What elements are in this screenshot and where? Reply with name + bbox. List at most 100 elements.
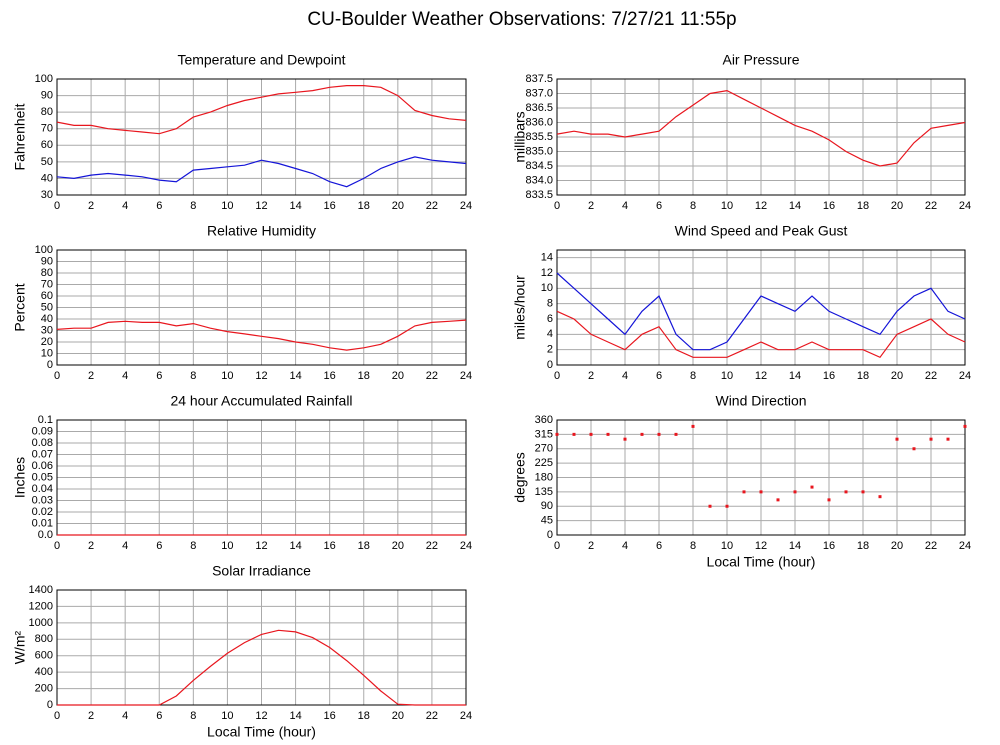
x-tick-label: 22 xyxy=(426,370,438,382)
y-tick-label: 315 xyxy=(535,428,553,440)
y-axis-label: Percent xyxy=(12,283,28,331)
y-tick-label: 834.5 xyxy=(525,160,553,172)
x-tick-label: 18 xyxy=(358,200,370,212)
x-tick-label: 18 xyxy=(857,540,869,552)
y-tick-label: 30 xyxy=(41,189,53,201)
x-tick-label: 16 xyxy=(324,200,336,212)
y-tick-label: 836.5 xyxy=(525,102,553,114)
y-tick-label: 800 xyxy=(35,633,53,645)
data-point xyxy=(827,498,831,502)
y-tick-label: 0.02 xyxy=(32,506,53,518)
y-tick-label: 0.05 xyxy=(32,471,53,483)
x-tick-label: 10 xyxy=(221,200,233,212)
x-tick-label: 14 xyxy=(289,540,301,552)
x-tick-label: 2 xyxy=(88,200,94,212)
x-tick-label: 8 xyxy=(190,710,196,722)
x-tick-label: 2 xyxy=(588,370,594,382)
x-tick-label: 2 xyxy=(588,200,594,212)
y-tick-label: 0 xyxy=(547,359,553,371)
x-tick-label: 24 xyxy=(460,710,472,722)
x-tick-label: 0 xyxy=(54,540,60,552)
data-line xyxy=(57,629,466,706)
y-tick-label: 1200 xyxy=(29,600,53,612)
data-point xyxy=(725,504,729,508)
y-tick-label: 400 xyxy=(35,666,53,678)
data-point xyxy=(623,437,627,441)
data-point xyxy=(929,437,933,441)
x-tick-label: 10 xyxy=(221,540,233,552)
data-point xyxy=(759,490,763,494)
y-tick-label: 45 xyxy=(541,515,553,527)
x-tick-label: 6 xyxy=(156,370,162,382)
x-tick-label: 20 xyxy=(891,540,903,552)
x-tick-label: 12 xyxy=(255,370,267,382)
y-tick-label: 0 xyxy=(47,699,53,711)
plot-frame xyxy=(556,249,966,366)
y-tick-label: 14 xyxy=(541,252,553,264)
y-tick-label: 0 xyxy=(47,359,53,371)
data-line xyxy=(56,85,467,135)
x-tick-label: 8 xyxy=(190,540,196,552)
data-point xyxy=(861,490,865,494)
y-tick-label: 837.0 xyxy=(525,87,553,99)
x-tick-label: 12 xyxy=(755,540,767,552)
x-tick-label: 16 xyxy=(823,370,835,382)
x-tick-label: 24 xyxy=(959,370,971,382)
y-tick-label: 270 xyxy=(535,443,553,455)
y-tick-label: 225 xyxy=(535,457,553,469)
y-tick-label: 1400 xyxy=(29,584,53,596)
x-tick-label: 2 xyxy=(88,710,94,722)
x-tick-label: 22 xyxy=(925,540,937,552)
data-point xyxy=(946,437,950,441)
plot-frame xyxy=(56,78,467,196)
y-tick-label: 135 xyxy=(535,486,553,498)
x-tick-label: 8 xyxy=(190,200,196,212)
y-tick-label: 40 xyxy=(41,313,53,325)
x-tick-label: 4 xyxy=(122,540,128,552)
x-tick-label: 20 xyxy=(392,710,404,722)
data-point xyxy=(810,485,814,489)
y-tick-label: 12 xyxy=(541,267,553,279)
y-tick-label: 0.07 xyxy=(32,448,53,460)
y-tick-label: 0.03 xyxy=(32,494,53,506)
y-tick-label: 835.5 xyxy=(525,131,553,143)
x-tick-label: 16 xyxy=(324,540,336,552)
y-tick-label: 6 xyxy=(547,313,553,325)
x-tick-label: 22 xyxy=(426,710,438,722)
x-tick-label: 2 xyxy=(88,540,94,552)
y-tick-label: 90 xyxy=(41,89,53,101)
x-tick-label: 10 xyxy=(721,370,733,382)
data-line xyxy=(556,89,966,167)
y-tick-label: 600 xyxy=(35,650,53,662)
y-axis-label: miles/hour xyxy=(512,275,528,340)
x-tick-label: 10 xyxy=(721,200,733,212)
x-tick-label: 18 xyxy=(358,370,370,382)
y-tick-label: 70 xyxy=(41,123,53,135)
x-tick-label: 4 xyxy=(122,710,128,722)
x-tick-label: 0 xyxy=(54,370,60,382)
figure-title: CU-Boulder Weather Observations: 7/27/21… xyxy=(307,9,736,30)
y-tick-label: 90 xyxy=(541,500,553,512)
x-tick-label: 18 xyxy=(857,370,869,382)
x-tick-label: 6 xyxy=(156,710,162,722)
x-axis-label: Local Time (hour) xyxy=(207,724,316,740)
x-tick-label: 20 xyxy=(392,370,404,382)
x-tick-label: 20 xyxy=(891,200,903,212)
panel-title: Wind Speed and Peak Gust xyxy=(675,223,848,239)
x-tick-label: 20 xyxy=(392,540,404,552)
x-tick-label: 18 xyxy=(857,200,869,212)
plot-frame xyxy=(56,249,467,366)
x-tick-label: 14 xyxy=(289,370,301,382)
y-tick-label: 1000 xyxy=(29,617,53,629)
x-tick-label: 4 xyxy=(622,200,628,212)
y-tick-label: 835.0 xyxy=(525,145,553,157)
x-tick-label: 18 xyxy=(358,540,370,552)
data-point xyxy=(640,432,644,436)
x-tick-label: 22 xyxy=(925,370,937,382)
x-tick-label: 4 xyxy=(622,370,628,382)
y-tick-label: 100 xyxy=(35,244,53,256)
data-line xyxy=(556,272,966,351)
data-point xyxy=(606,432,610,436)
data-point xyxy=(674,432,678,436)
y-tick-label: 100 xyxy=(35,73,53,85)
